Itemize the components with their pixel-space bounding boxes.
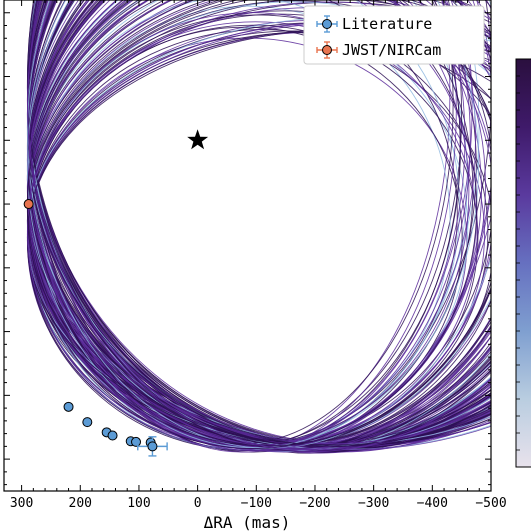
colorbar	[515, 58, 531, 468]
x-tick-label: −400	[417, 496, 448, 511]
literature-point	[107, 430, 118, 441]
orbit-track	[27, 0, 491, 452]
legend-box	[303, 5, 485, 65]
x-tick-label: −100	[241, 496, 272, 511]
x-tick-label: −300	[358, 496, 389, 511]
legend: Literature JWST/NIRCam	[303, 5, 485, 65]
axis-ticks	[4, 0, 492, 491]
x-tick-labels: 300 200 100 0 −100 −200 −300 −400 −500	[10, 496, 507, 511]
orbit-fan	[26, 0, 491, 454]
literature-point	[63, 401, 74, 412]
x-tick-label: −500	[475, 496, 506, 511]
orbit-track	[26, 12, 478, 451]
x-tick-label: 100	[127, 496, 150, 511]
x-tick-label: −200	[299, 496, 330, 511]
literature-point	[147, 441, 158, 452]
plot-frame	[3, 0, 492, 492]
x-tick-label: 200	[69, 496, 92, 511]
jwst-point	[23, 199, 34, 210]
legend-label-literature: Literature	[342, 15, 432, 33]
x-axis-label: ΔRA (mas)	[204, 513, 291, 531]
colorbar-ticks	[516, 75, 520, 451]
data-points	[23, 199, 168, 457]
literature-point	[82, 417, 93, 428]
legend-marker-jwst	[316, 41, 338, 59]
star-marker	[187, 129, 209, 150]
legend-marker-literature	[316, 15, 338, 33]
legend-label-jwst: JWST/NIRCam	[342, 41, 441, 59]
host-star-icon	[187, 129, 209, 150]
x-tick-label: 0	[194, 496, 202, 511]
literature-point	[131, 436, 142, 447]
legend-point	[322, 19, 332, 29]
legend-point	[322, 45, 332, 55]
x-tick-label: 300	[10, 496, 33, 511]
